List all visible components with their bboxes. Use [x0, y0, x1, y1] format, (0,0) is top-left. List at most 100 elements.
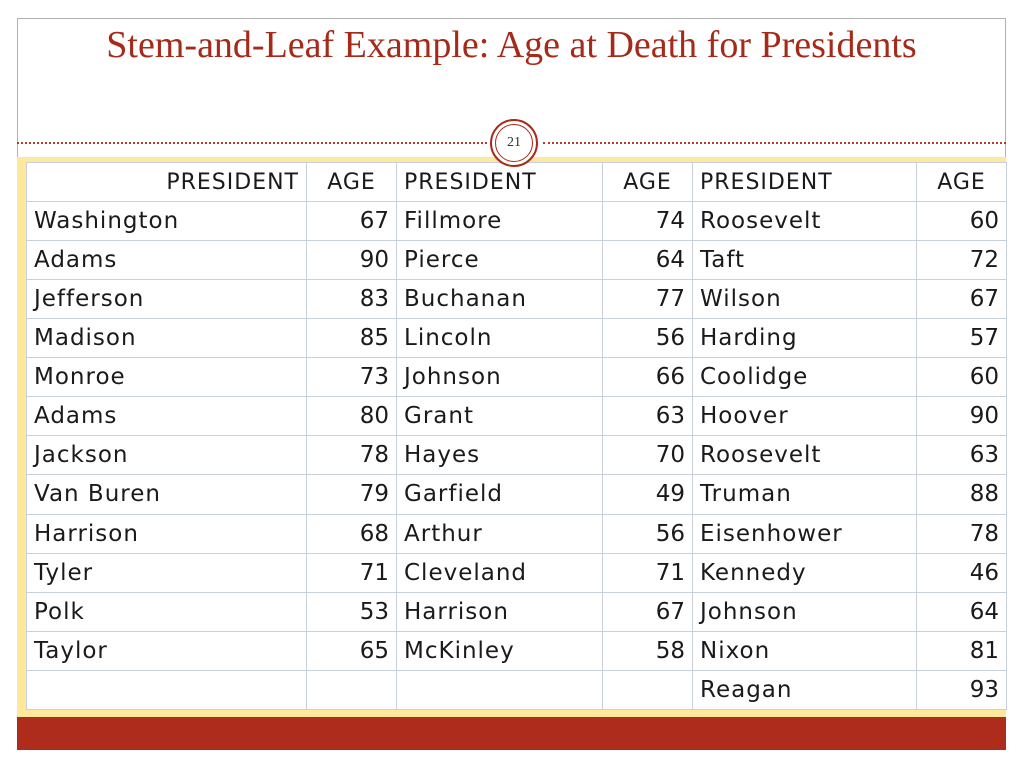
age-cell: 72 — [916, 240, 1007, 281]
president-name-cell: Taylor — [26, 630, 307, 671]
age-cell: 80 — [306, 396, 397, 437]
age-cell: 46 — [916, 552, 1007, 593]
president-name-cell: Van Buren — [26, 474, 307, 515]
table-header-row: PRESIDENT AGE PRESIDENT AGE PRESIDENT AG… — [26, 162, 1007, 202]
president-name-cell: Roosevelt — [692, 200, 917, 242]
age-cell: 90 — [916, 396, 1007, 437]
table-row: Adams 80 Grant 63 Hoover 90 — [26, 396, 1007, 437]
age-cell: 73 — [306, 357, 397, 398]
slide-title: Stem-and-Leaf Example: Age at Death for … — [106, 24, 917, 66]
table-row: Tyler 71 Cleveland 71 Kennedy 46 — [26, 552, 1007, 593]
president-name-cell: Garfield — [396, 474, 603, 515]
president-name-cell: Taft — [692, 240, 917, 281]
age-cell: 60 — [916, 200, 1007, 242]
age-cell: 93 — [916, 669, 1007, 711]
president-name-cell: Adams — [26, 396, 307, 437]
president-name-cell: Johnson — [396, 357, 603, 398]
age-cell: 79 — [306, 474, 397, 515]
table-container: PRESIDENT AGE PRESIDENT AGE PRESIDENT AG… — [26, 162, 1007, 711]
president-name-cell: Grant — [396, 396, 603, 437]
age-cell: 74 — [602, 200, 693, 242]
president-name-cell: Madison — [26, 318, 307, 359]
president-name-cell: Hoover — [692, 396, 917, 437]
president-name-cell: Washington — [26, 200, 307, 242]
president-name-cell: Arthur — [396, 513, 603, 554]
age-cell: 49 — [602, 474, 693, 515]
table-row: Madison 85 Lincoln 56 Harding 57 — [26, 318, 1007, 359]
age-cell: 53 — [306, 591, 397, 632]
president-name-cell: Jackson — [26, 435, 307, 476]
president-name-cell: Coolidge — [692, 357, 917, 398]
age-cell: 56 — [602, 318, 693, 359]
age-cell: 56 — [602, 513, 693, 554]
presidents-table: PRESIDENT AGE PRESIDENT AGE PRESIDENT AG… — [26, 162, 1007, 711]
president-name-cell: Jefferson — [26, 279, 307, 320]
president-name-cell: McKinley — [396, 630, 603, 671]
president-name-cell: Buchanan — [396, 279, 603, 320]
column-header-president: PRESIDENT — [26, 162, 307, 202]
president-name-cell: Polk — [26, 591, 307, 632]
president-name-cell: Truman — [692, 474, 917, 515]
table-row: Polk 53 Harrison 67 Johnson 64 — [26, 591, 1007, 632]
age-cell: 90 — [306, 240, 397, 281]
president-name-cell: Fillmore — [396, 200, 603, 242]
age-cell: 58 — [602, 630, 693, 671]
president-name-cell: Johnson — [692, 591, 917, 632]
age-cell: 67 — [306, 200, 397, 242]
president-name-cell: Monroe — [26, 357, 307, 398]
president-name-cell: Harrison — [26, 513, 307, 554]
age-cell: 57 — [916, 318, 1007, 359]
title-divider-right — [543, 142, 1006, 144]
president-name-cell: Tyler — [26, 552, 307, 593]
age-cell: 78 — [916, 513, 1007, 554]
table-row: Adams 90 Pierce 64 Taft 72 — [26, 240, 1007, 281]
age-cell — [602, 669, 693, 711]
table-row: Reagan 93 — [26, 669, 1007, 711]
age-cell: 71 — [306, 552, 397, 593]
president-name-cell: Nixon — [692, 630, 917, 671]
president-name-cell: Reagan — [692, 669, 917, 711]
age-cell: 63 — [916, 435, 1007, 476]
age-cell: 66 — [602, 357, 693, 398]
president-name-cell: Pierce — [396, 240, 603, 281]
president-name-cell: Eisenhower — [692, 513, 917, 554]
president-name-cell: Hayes — [396, 435, 603, 476]
column-header-age: AGE — [306, 162, 397, 202]
president-name-cell — [26, 669, 307, 711]
column-header-president: PRESIDENT — [396, 162, 603, 202]
age-cell: 77 — [602, 279, 693, 320]
age-cell: 68 — [306, 513, 397, 554]
president-name-cell: Lincoln — [396, 318, 603, 359]
footer-band — [17, 717, 1006, 750]
president-name-cell: Cleveland — [396, 552, 603, 593]
table-row: Jackson 78 Hayes 70 Roosevelt 63 — [26, 435, 1007, 476]
president-name-cell: Harding — [692, 318, 917, 359]
table-row: Jefferson 83 Buchanan 77 Wilson 67 — [26, 279, 1007, 320]
column-header-age: AGE — [602, 162, 693, 202]
age-cell: 64 — [916, 591, 1007, 632]
age-cell: 88 — [916, 474, 1007, 515]
president-name-cell: Wilson — [692, 279, 917, 320]
table-row: Taylor 65 McKinley 58 Nixon 81 — [26, 630, 1007, 671]
table-body: Washington 67 Fillmore 74 Roosevelt 60 Adams 90… — [26, 200, 1007, 711]
age-cell: 81 — [916, 630, 1007, 671]
age-cell: 85 — [306, 318, 397, 359]
slide-number: 21 — [495, 124, 533, 162]
president-name-cell — [396, 669, 603, 711]
age-cell: 64 — [602, 240, 693, 281]
age-cell: 63 — [602, 396, 693, 437]
age-cell: 70 — [602, 435, 693, 476]
age-cell — [306, 669, 397, 711]
age-cell: 67 — [916, 279, 1007, 320]
table-row: Van Buren 79 Garfield 49 Truman 88 — [26, 474, 1007, 515]
slide-number-badge: 21 — [490, 119, 538, 167]
age-cell: 60 — [916, 357, 1007, 398]
column-header-age: AGE — [916, 162, 1007, 202]
age-cell: 78 — [306, 435, 397, 476]
table-row: Monroe 73 Johnson 66 Coolidge 60 — [26, 357, 1007, 398]
president-name-cell: Harrison — [396, 591, 603, 632]
column-header-president: PRESIDENT — [692, 162, 917, 202]
age-cell: 65 — [306, 630, 397, 671]
title-divider-left — [17, 142, 487, 144]
age-cell: 83 — [306, 279, 397, 320]
